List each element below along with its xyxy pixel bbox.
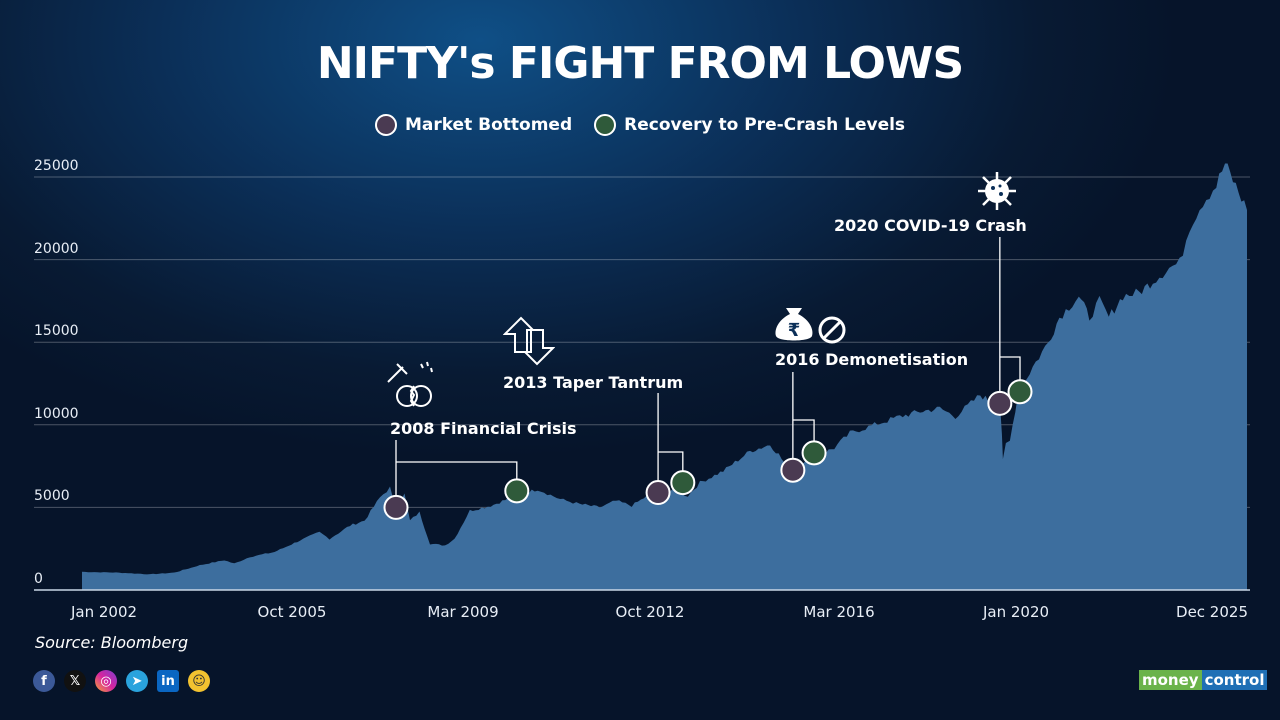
chart-title: NIFTY's FIGHT FROM LOWS <box>316 38 964 89</box>
facebook-icon[interactable]: f <box>33 670 55 692</box>
y-tick-label: 15000 <box>34 323 79 340</box>
bottom-marker <box>383 494 409 520</box>
x-tick-label: Mar 2016 <box>803 603 875 621</box>
x-tick-label: Dec 2025 <box>1176 603 1248 621</box>
broken-piggy-bank-icon <box>387 361 433 407</box>
connector-line <box>657 393 684 481</box>
recovery-marker <box>1007 379 1033 405</box>
bottom-marker <box>987 390 1013 416</box>
legend: Market Bottomed Recovery to Pre-Crash Le… <box>0 114 1280 136</box>
annotation-2013: 2013 Taper Tantrum <box>503 373 684 392</box>
y-tick-label: 20000 <box>34 240 79 257</box>
logo-part-money: money <box>1139 670 1202 690</box>
linkedin-icon[interactable]: in <box>157 670 179 692</box>
annotation-2016: 2016 Demonetisation <box>775 350 969 369</box>
x-tick-label: Oct 2012 <box>615 603 685 621</box>
x-tick-label: Mar 2009 <box>427 603 499 621</box>
moneycontrol-logo: money control <box>1139 670 1268 690</box>
connector-line <box>999 237 1021 392</box>
bottom-marker <box>645 480 671 506</box>
legend-label-recovery: Recovery to Pre-Crash Levels <box>624 115 906 135</box>
x-tick-label: Oct 2005 <box>257 603 327 621</box>
legend-swatch-recovery <box>594 114 617 136</box>
y-tick-label: 25000 <box>34 158 79 174</box>
telegram-icon[interactable]: ➤ <box>126 670 148 692</box>
nifty-area-series <box>82 163 1247 590</box>
connector-line <box>792 372 815 459</box>
instagram-icon[interactable]: ◎ <box>95 670 117 692</box>
recovery-marker <box>504 478 530 504</box>
annotation-2020: 2020 COVID-19 Crash <box>834 216 1027 235</box>
x-tick-label: Jan 2020 <box>982 603 1050 621</box>
source-note: Source: Bloomberg <box>35 633 189 652</box>
recovery-marker <box>801 440 827 466</box>
x-tick-label: Jan 2002 <box>70 603 138 621</box>
virus-icon <box>978 172 1016 210</box>
money-bag-ban-icon: ₹ <box>775 308 846 344</box>
recovery-marker <box>670 470 696 496</box>
x-twitter-icon[interactable]: 𝕏 <box>64 670 86 692</box>
snapchat-icon[interactable]: ☺ <box>188 670 210 692</box>
svg-text:₹: ₹ <box>788 320 801 341</box>
connector-line <box>395 440 518 496</box>
legend-item-recovery: Recovery to Pre-Crash Levels <box>594 114 905 136</box>
y-tick-label: 5000 <box>34 488 70 505</box>
y-tick-label: 0 <box>34 571 43 587</box>
legend-swatch-bottom <box>374 114 397 136</box>
legend-label-bottom: Market Bottomed <box>404 115 573 135</box>
legend-item-bottom: Market Bottomed <box>374 114 573 136</box>
social-links: f 𝕏 ◎ ➤ in ☺ <box>33 670 210 692</box>
logo-part-control: control <box>1201 670 1268 690</box>
bottom-marker <box>780 457 806 483</box>
annotation-2008: 2008 Financial Crisis <box>390 419 577 438</box>
up-down-arrows-icon <box>503 316 555 366</box>
y-tick-label: 10000 <box>34 405 79 422</box>
